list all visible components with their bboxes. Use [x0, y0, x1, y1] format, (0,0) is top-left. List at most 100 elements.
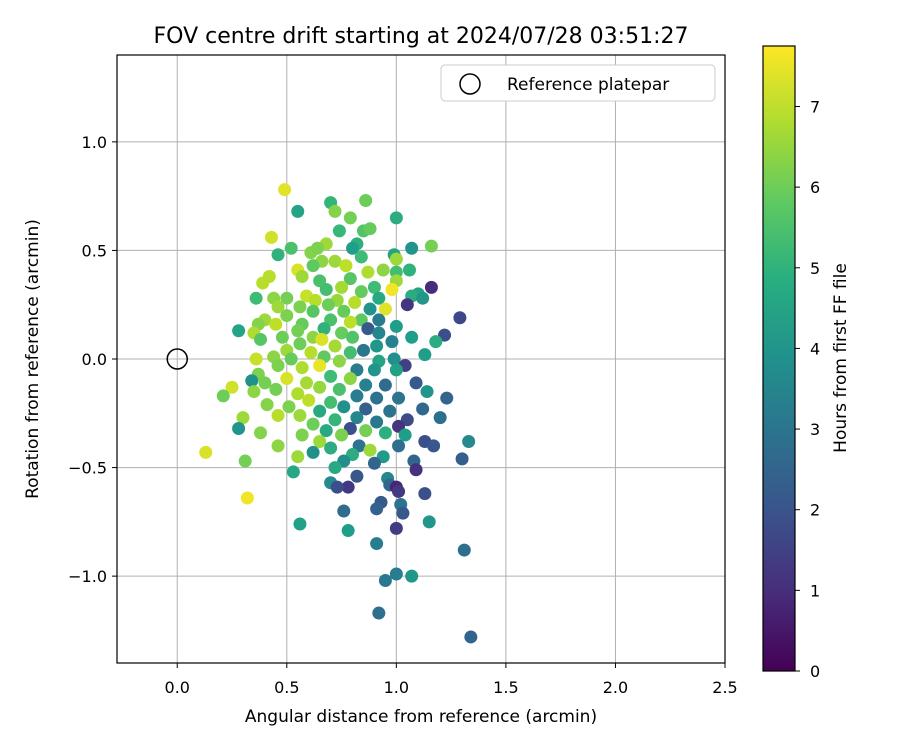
- data-point: [293, 300, 307, 314]
- colorbar-label: Hours from first FF file: [831, 263, 851, 453]
- data-point: [422, 515, 436, 529]
- data-point: [199, 445, 213, 459]
- data-point: [455, 452, 469, 466]
- y-tick-label: −1.0: [68, 567, 107, 586]
- colorbar-frame: [762, 45, 796, 672]
- data-point: [302, 393, 316, 407]
- colorbar: 0 1 2 3 4 5 6 7 Hours from first FF file: [762, 45, 851, 681]
- data-point: [343, 315, 357, 329]
- data-point: [293, 337, 307, 351]
- data-point: [324, 395, 338, 409]
- data-point: [269, 382, 283, 396]
- data-point: [363, 222, 377, 236]
- data-point: [385, 283, 399, 297]
- data-point: [464, 630, 478, 644]
- data-point: [405, 330, 419, 344]
- data-point: [315, 332, 329, 346]
- data-point: [293, 517, 307, 531]
- data-point: [387, 352, 401, 366]
- data-point: [372, 326, 386, 340]
- x-axis-label: Angular distance from reference (arcmin): [245, 707, 597, 727]
- data-point: [372, 606, 386, 620]
- data-point: [271, 300, 285, 314]
- data-point: [300, 376, 314, 390]
- data-point: [359, 193, 373, 207]
- y-tick-label: 1.0: [82, 133, 107, 152]
- y-tick-label: 0.5: [82, 241, 107, 260]
- x-axis-ticks: 0.0 0.5 1.0 1.5 2.0 2.5: [165, 663, 738, 697]
- data-point: [378, 378, 392, 392]
- reference-platepar-marker: [166, 348, 189, 370]
- data-point: [361, 265, 375, 279]
- data-point: [392, 439, 406, 453]
- data-point: [286, 465, 300, 479]
- data-point: [389, 567, 403, 581]
- x-tick-label: 1.0: [384, 678, 409, 697]
- data-point: [321, 298, 335, 312]
- data-point: [378, 302, 392, 316]
- data-point: [367, 280, 381, 294]
- y-axis-ticks: −1.0 −0.5 0.0 0.5 1.0: [68, 133, 117, 586]
- data-point: [376, 263, 390, 277]
- data-point: [392, 391, 406, 405]
- colorbar-tick-label: 7: [810, 97, 820, 116]
- data-point: [389, 363, 403, 377]
- data-point: [383, 404, 397, 418]
- data-point: [225, 380, 239, 394]
- data-point: [359, 424, 373, 438]
- data-point: [271, 408, 285, 422]
- data-point: [236, 411, 250, 425]
- data-point: [363, 302, 377, 316]
- data-point: [361, 322, 375, 336]
- data-points: [199, 183, 478, 644]
- data-point: [295, 428, 309, 442]
- colorbar-tick-label: 0: [810, 662, 820, 681]
- data-point: [295, 269, 309, 283]
- data-point: [232, 324, 246, 338]
- data-point: [313, 380, 327, 394]
- colorbar-tick-label: 3: [810, 420, 820, 439]
- data-point: [370, 339, 384, 353]
- x-tick-label: 0.5: [274, 678, 299, 697]
- data-point: [378, 573, 392, 587]
- data-point: [453, 311, 467, 325]
- data-point: [400, 298, 414, 312]
- data-point: [343, 211, 357, 225]
- data-point: [332, 224, 346, 238]
- colorbar-tick-label: 1: [810, 581, 820, 600]
- data-point: [337, 400, 351, 414]
- x-tick-label: 2.0: [603, 678, 628, 697]
- data-point: [254, 426, 268, 440]
- data-point: [328, 413, 342, 427]
- data-point: [370, 502, 384, 516]
- data-point: [392, 484, 406, 498]
- data-point: [249, 352, 263, 366]
- data-point: [295, 361, 309, 375]
- data-point: [247, 385, 261, 399]
- colorbar-gradient: [763, 46, 795, 671]
- data-point: [367, 363, 381, 377]
- data-point: [249, 291, 263, 305]
- data-point: [346, 330, 360, 344]
- data-point: [238, 454, 252, 468]
- x-tick-label: 0.0: [165, 678, 190, 697]
- data-point: [280, 309, 294, 323]
- data-point: [332, 354, 346, 368]
- data-point: [337, 504, 351, 518]
- data-point: [370, 391, 384, 405]
- data-point: [339, 259, 353, 273]
- data-point: [306, 304, 320, 318]
- colorbar-tick-label: 6: [810, 178, 820, 197]
- x-tick-label: 2.5: [712, 678, 737, 697]
- data-point: [332, 382, 346, 396]
- data-point: [245, 374, 259, 388]
- data-point: [258, 376, 272, 390]
- data-point: [282, 400, 296, 414]
- data-point: [416, 291, 430, 305]
- data-point: [405, 241, 419, 255]
- x-tick-label: 1.5: [493, 678, 518, 697]
- chart-title: FOV centre drift starting at 2024/07/28 …: [154, 24, 689, 49]
- data-point: [278, 183, 292, 197]
- data-point: [341, 480, 355, 494]
